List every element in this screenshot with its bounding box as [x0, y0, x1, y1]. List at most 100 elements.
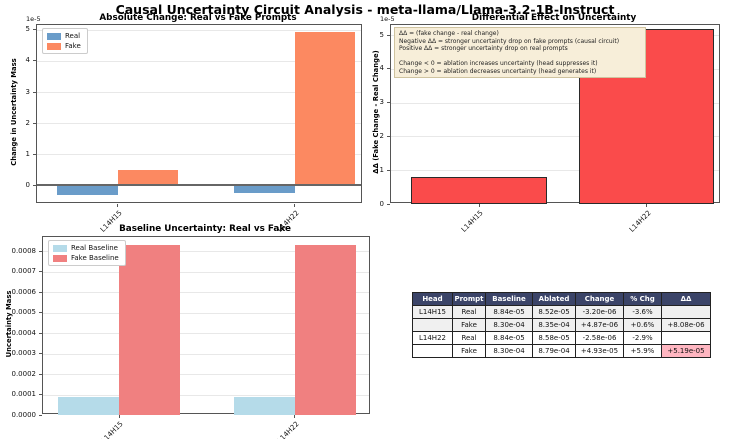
- fake-swatch: [47, 42, 61, 50]
- table-cell: Real: [452, 305, 486, 319]
- y-tick-label: 0.0002: [11, 369, 37, 378]
- table-cell: Fake: [452, 344, 486, 358]
- legend-label: Fake: [65, 42, 81, 50]
- legend-entry-real-baseline: Real Baseline: [53, 243, 119, 253]
- results-table-grid: Head Prompt Baseline Ablated Change% Chg ΔΔ L1…: [412, 292, 711, 358]
- plot-area: 0.0000 0.0001 0.0002 0.0003 0.0004 0.0005 0.00…: [12, 236, 370, 439]
- legend: Real Fake: [42, 28, 88, 54]
- bar-fake-baseline-l14h22: [294, 244, 357, 415]
- gridline: [391, 136, 719, 138]
- bar-real-l14h15: [57, 185, 118, 195]
- bar-real-baseline-l14h22: [233, 396, 295, 415]
- bar-real-l14h22: [233, 185, 295, 194]
- y-tick-mark: [387, 102, 390, 104]
- gridline: [37, 123, 361, 125]
- y-tick-mark: [387, 68, 390, 70]
- y-tick-label: 1: [25, 149, 30, 158]
- y-tick-label: 3: [379, 98, 384, 107]
- table-cell: -3.6%: [623, 305, 662, 319]
- plot-area: 0 1 2 3 4 5 L14H15 L14H22 Real Fake: [26, 24, 362, 234]
- x-tick-mark: [478, 204, 480, 207]
- y-tick-label: 2: [25, 118, 30, 127]
- x-tick-label: L14H15: [100, 420, 125, 439]
- table-row: Fake 8.30e-04 8.35e-04 +4.87e-06 +0.6% +8.08e…: [412, 318, 711, 332]
- zero-axis-line: [37, 184, 361, 187]
- table-cell: Fake: [452, 318, 486, 332]
- table-cell: 8.30e-04: [485, 344, 533, 358]
- column-header-baseline: Baseline: [485, 292, 533, 306]
- legend-entry-real: Real: [47, 31, 81, 41]
- legend-label: Fake Baseline: [71, 254, 119, 262]
- y-tick-mark: [39, 332, 42, 334]
- table-cell: -2.58e-06: [575, 331, 624, 345]
- column-header-change: Change: [575, 292, 624, 306]
- y-tick-label: 0.0004: [11, 328, 37, 337]
- table-cell: 8.84e-05: [485, 305, 533, 319]
- chart-title: Differential Effect on Uncertainty: [471, 13, 637, 23]
- gridline: [43, 271, 369, 273]
- y-tick-mark: [33, 153, 36, 155]
- gridline: [37, 29, 361, 31]
- chart-title: Baseline Uncertainty: Real vs Fake: [119, 224, 291, 234]
- gridline: [37, 60, 361, 62]
- y-axis-label: Uncertainty Mass: [5, 290, 13, 358]
- y-tick-label: 0.0007: [11, 267, 37, 276]
- y-tick-mark: [39, 394, 42, 396]
- table-cell: [661, 305, 711, 319]
- legend-label: Real Baseline: [71, 244, 118, 252]
- table-cell: -3.20e-06: [575, 305, 624, 319]
- table-cell: -2.9%: [623, 331, 662, 345]
- y-tick-mark: [33, 122, 36, 124]
- y-axis-offset-label: 1e-5: [26, 15, 41, 23]
- bar--l14h15: [411, 176, 547, 204]
- table-cell: [661, 331, 711, 345]
- table-cell: +4.93e-05: [575, 344, 624, 358]
- y-tick-mark: [33, 184, 36, 186]
- bar-real-baseline-l14h15: [57, 396, 120, 415]
- table-cell: +5.19e-05: [661, 344, 711, 358]
- y-tick-mark: [39, 312, 42, 314]
- gridline: [43, 374, 369, 376]
- y-tick-label: 5: [379, 30, 384, 39]
- y-tick-label: 0.0000: [11, 410, 37, 419]
- plot-area: 0 1 2 3 4 5 L14H15 L14H22 ΔΔ = (fake change - re…: [380, 24, 720, 234]
- table-cell: [412, 344, 453, 358]
- y-tick-mark: [39, 291, 42, 293]
- chart-title: Absolute Change: Real vs Fake Prompts: [99, 13, 297, 23]
- column-header-prompt: Prompt: [452, 292, 486, 306]
- y-tick-label: 0.0008: [11, 246, 37, 255]
- gridline: [391, 102, 719, 104]
- y-tick-label: 0.0003: [11, 349, 37, 358]
- y-tick-mark: [39, 271, 42, 273]
- gridline: [43, 251, 369, 253]
- results-table: Head Prompt Baseline Ablated Change% Chg ΔΔ L1…: [412, 292, 711, 358]
- y-tick-label: 3: [25, 87, 30, 96]
- y-tick-label: 0.0001: [11, 390, 37, 399]
- table-row: L14H22 Real 8.84e-05 8.58e-05 -2.58e-06 -2.9%: [412, 331, 711, 345]
- table-row: L14H15 Real 8.84e-05 8.52e-05 -3.20e-06 -3.6%: [412, 305, 711, 319]
- gridline: [391, 170, 719, 172]
- table-row: Fake 8.30e-04 8.79e-04 +4.93e-05 +5.9% +5.19e…: [412, 344, 711, 358]
- y-tick-mark: [33, 91, 36, 93]
- bar-fake-baseline-l14h15: [119, 244, 181, 415]
- table-cell: L14H15: [412, 305, 453, 319]
- table-cell: +4.87e-06: [575, 318, 624, 332]
- legend: Real Baseline Fake Baseline: [48, 240, 126, 266]
- gridline: [37, 92, 361, 93]
- table-cell: 8.30e-04: [485, 318, 533, 332]
- y-tick-mark: [39, 250, 42, 252]
- real-swatch: [47, 32, 61, 40]
- figure-title: Causal Uncertainty Circuit Analysis - me…: [115, 2, 615, 17]
- x-tick-mark: [117, 204, 119, 207]
- column-header-head: Head: [412, 292, 453, 306]
- x-tick-label: L14H22: [275, 420, 301, 439]
- bar-fake-l14h15: [117, 169, 179, 186]
- gridline: [43, 333, 369, 335]
- y-tick-mark: [387, 34, 390, 36]
- gridline: [43, 353, 369, 355]
- annotation-box: ΔΔ = (fake change - real change) Negativ…: [394, 27, 646, 78]
- legend-entry-fake-baseline: Fake Baseline: [53, 253, 119, 263]
- table-cell: 8.52e-05: [532, 305, 576, 319]
